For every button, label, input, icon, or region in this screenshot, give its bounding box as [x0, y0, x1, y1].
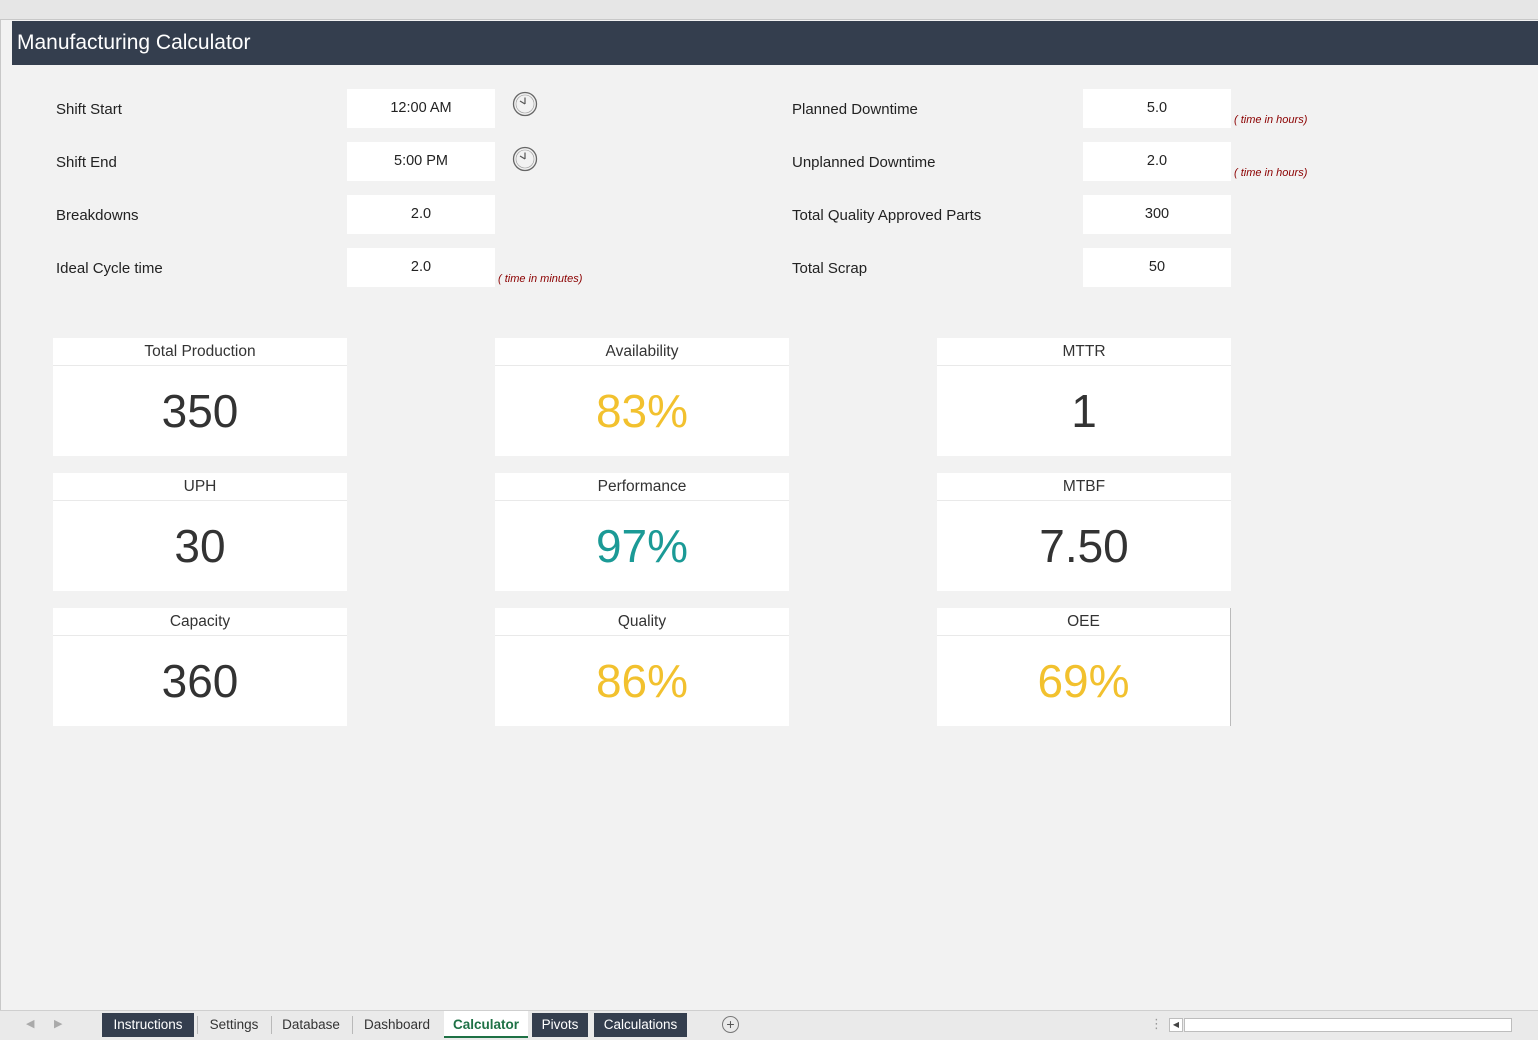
- shift-end-label: Shift End: [56, 154, 117, 171]
- metric-title: MTTR: [937, 338, 1231, 366]
- ribbon-strip: [0, 0, 1538, 20]
- tab-database[interactable]: Database: [282, 1017, 340, 1032]
- metric-card-oee: OEE 69%: [937, 608, 1231, 726]
- quality-approved-parts-label: Total Quality Approved Parts: [792, 207, 982, 224]
- tab-separator: [271, 1016, 272, 1034]
- metric-card-availability: Availability 83%: [495, 338, 789, 456]
- metric-title: Total Production: [53, 338, 347, 366]
- planned-downtime-label: Planned Downtime: [792, 101, 918, 118]
- metric-card-total-production: Total Production 350: [53, 338, 347, 456]
- metric-title: MTBF: [937, 473, 1231, 501]
- metric-title: Availability: [495, 338, 789, 366]
- metric-value: 69%: [1037, 655, 1130, 707]
- clock-icon[interactable]: [512, 146, 538, 172]
- prev-sheet-icon[interactable]: ◀: [26, 1018, 35, 1030]
- tab-settings[interactable]: Settings: [209, 1017, 259, 1032]
- sheet-left-edge: [0, 20, 1, 1010]
- tab-split-handle-icon[interactable]: ⋮: [1150, 1016, 1163, 1031]
- metric-title: Performance: [495, 473, 789, 501]
- sheet-tab-bar: ◀ ▶ Instructions Settings Database Dashb…: [0, 1010, 1538, 1040]
- planned-downtime-input[interactable]: 5.0: [1083, 89, 1231, 128]
- metric-card-performance: Performance 97%: [495, 473, 789, 591]
- total-scrap-label: Total Scrap: [792, 260, 868, 277]
- metric-card-uph: UPH 30: [53, 473, 347, 591]
- planned-downtime-unit-hint: ( time in hours): [1234, 114, 1308, 126]
- horizontal-scrollbar[interactable]: [1184, 1018, 1512, 1032]
- tab-dashboard[interactable]: Dashboard: [363, 1017, 431, 1032]
- metric-value: 30: [174, 520, 226, 572]
- shift-start-input[interactable]: 12:00 AM: [347, 89, 495, 128]
- metric-card-mttr: MTTR 1: [937, 338, 1231, 456]
- ideal-cycle-time-input[interactable]: 2.0: [347, 248, 495, 287]
- quality-approved-parts-input[interactable]: 300: [1083, 195, 1231, 234]
- shift-start-label: Shift Start: [56, 101, 122, 118]
- unplanned-downtime-unit-hint: ( time in hours): [1234, 167, 1308, 179]
- clock-icon[interactable]: [512, 91, 538, 117]
- metric-value: 97%: [595, 520, 689, 572]
- tab-calculator[interactable]: Calculator: [444, 1011, 528, 1038]
- metric-title: Quality: [495, 608, 789, 636]
- metric-value: 1: [1071, 385, 1097, 437]
- metric-card-capacity: Capacity 360: [53, 608, 347, 726]
- total-scrap-input[interactable]: 50: [1083, 248, 1231, 287]
- breakdowns-label: Breakdowns: [56, 207, 139, 224]
- unplanned-downtime-input[interactable]: 2.0: [1083, 142, 1231, 181]
- scroll-left-icon[interactable]: ◀: [1169, 1018, 1183, 1032]
- metric-value: 360: [161, 655, 239, 707]
- tab-pivots[interactable]: Pivots: [532, 1013, 588, 1037]
- metric-value: 350: [161, 385, 239, 437]
- tab-separator: [197, 1016, 198, 1034]
- breakdowns-input[interactable]: 2.0: [347, 195, 495, 234]
- next-sheet-icon[interactable]: ▶: [54, 1018, 63, 1030]
- metric-title: OEE: [937, 608, 1230, 636]
- ideal-cycle-time-label: Ideal Cycle time: [56, 260, 163, 277]
- tab-calculations[interactable]: Calculations: [594, 1013, 687, 1037]
- cycle-time-unit-hint: ( time in minutes): [498, 273, 583, 285]
- metric-value: 86%: [595, 655, 689, 707]
- add-sheet-icon[interactable]: +: [722, 1016, 739, 1033]
- page-title: Manufacturing Calculator: [12, 21, 1538, 65]
- unplanned-downtime-label: Unplanned Downtime: [792, 154, 936, 171]
- tab-separator: [352, 1016, 353, 1034]
- metric-title: Capacity: [53, 608, 347, 636]
- metric-value: 7.50: [1039, 520, 1129, 572]
- shift-end-input[interactable]: 5:00 PM: [347, 142, 495, 181]
- tab-instructions[interactable]: Instructions: [102, 1013, 194, 1037]
- metric-title: UPH: [53, 473, 347, 501]
- metric-card-quality: Quality 86%: [495, 608, 789, 726]
- metric-card-mtbf: MTBF 7.50: [937, 473, 1231, 591]
- metric-value: 83%: [595, 385, 689, 437]
